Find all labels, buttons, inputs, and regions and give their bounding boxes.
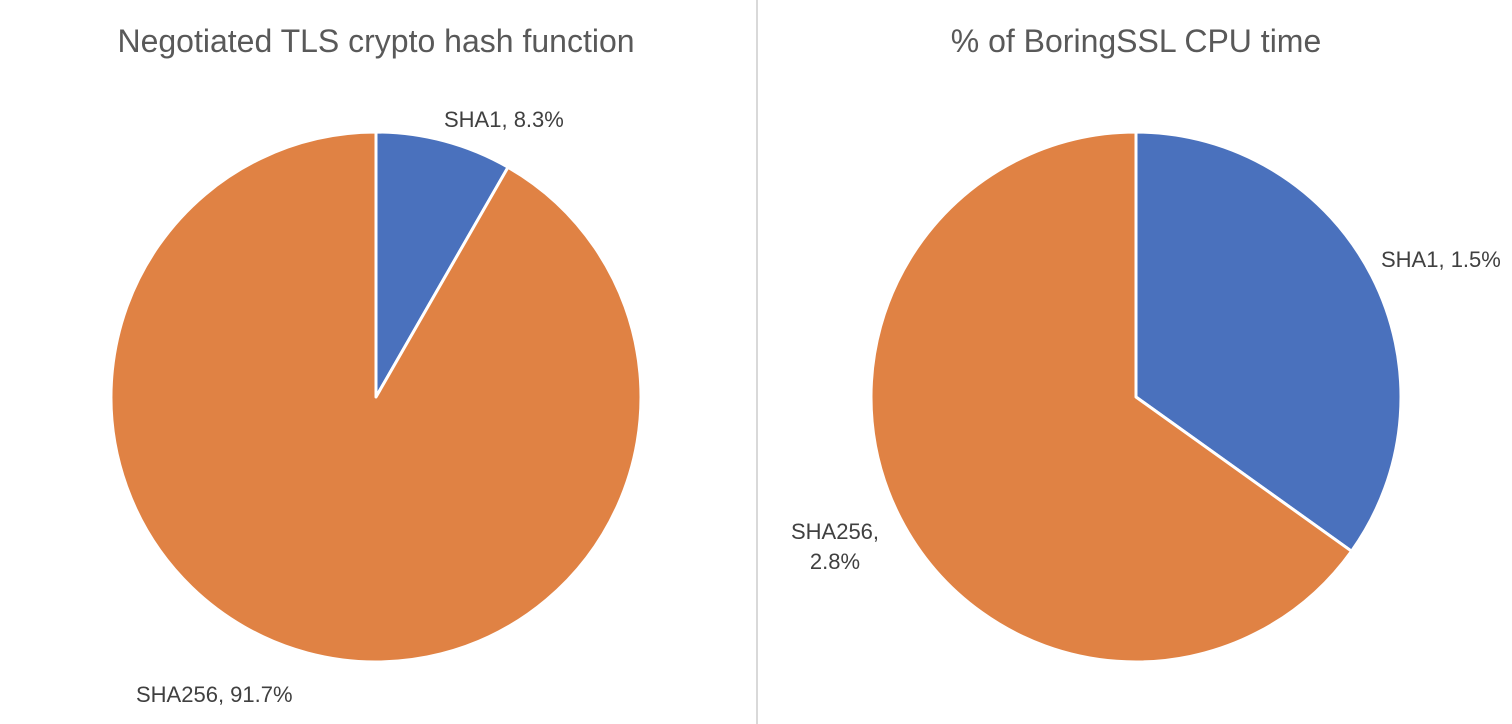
data-label-sha1: SHA1, 1.5% [1381, 247, 1501, 272]
data-label-sha256: SHA256, 2.8% [791, 519, 879, 574]
pie-chart-cpu-time: % of BoringSSL CPU time SHA1, 1.5% SHA256… [791, 23, 1501, 664]
data-label-sha256: SHA256, 91.7% [136, 682, 293, 707]
data-label-sha1: SHA1, 8.3% [444, 107, 564, 132]
chart-title: Negotiated TLS crypto hash function [117, 23, 634, 59]
data-label-line: SHA1, 8.3% [444, 107, 564, 132]
pie-slice-sha256 [869, 130, 1354, 664]
data-label-line: 2.8% [810, 549, 860, 574]
data-label-line: SHA256, [791, 519, 879, 544]
pie-slices [109, 130, 643, 664]
data-labels: SHA1, 8.3% SHA256, 91.7% [136, 107, 564, 707]
pie-slice-sha1 [1134, 130, 1403, 553]
data-label-line: SHA1, 1.5% [1381, 247, 1501, 272]
data-labels: SHA1, 1.5% SHA256, 2.8% [791, 247, 1501, 574]
data-label-line: SHA256, 91.7% [136, 682, 293, 707]
pie-chart-tls-hash: Negotiated TLS crypto hash function SHA1… [109, 23, 643, 707]
pie-slices [869, 130, 1403, 664]
pie-slice-sha256 [109, 130, 643, 664]
chart-title: % of BoringSSL CPU time [951, 23, 1322, 59]
pie-slice-sha1 [374, 130, 510, 399]
